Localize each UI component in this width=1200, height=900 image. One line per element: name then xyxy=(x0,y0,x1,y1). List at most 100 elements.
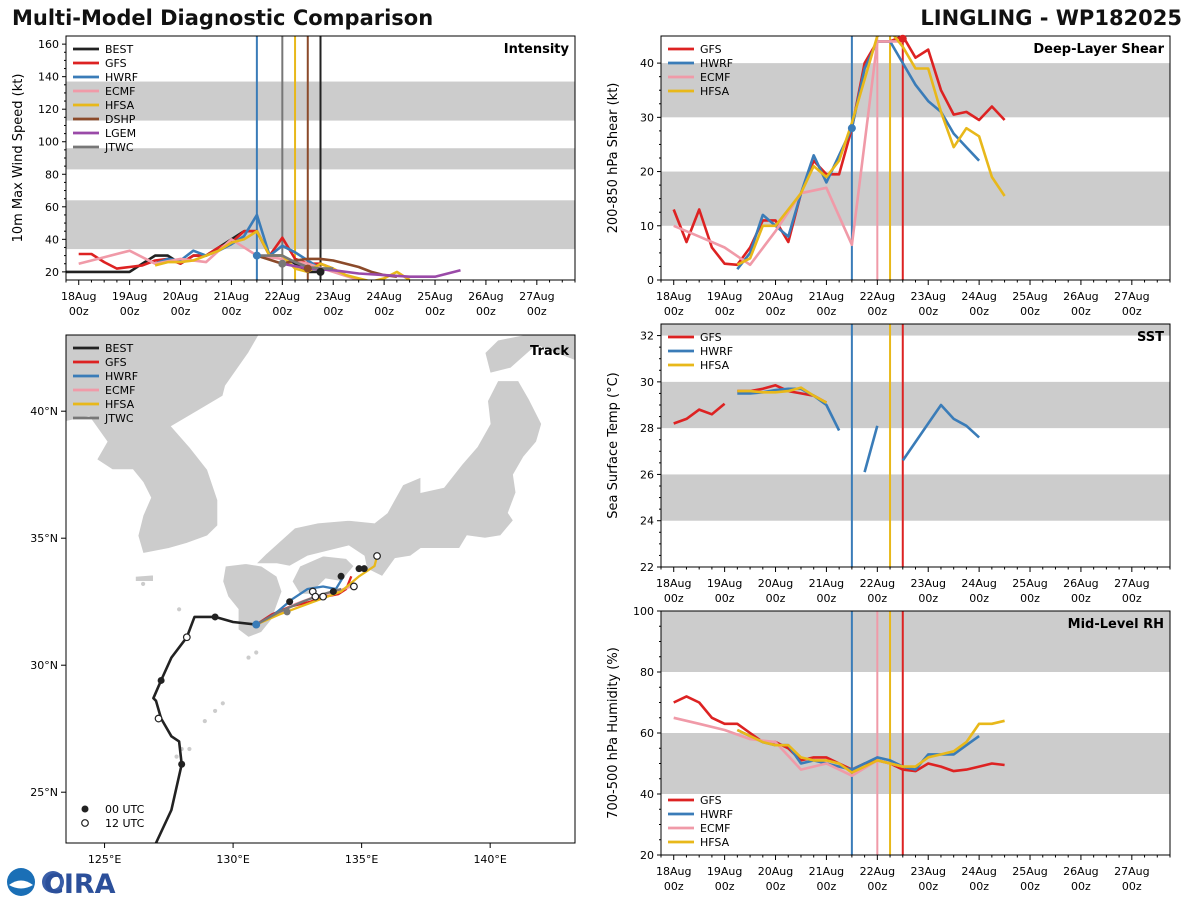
sst-xtick-day: 22Aug xyxy=(860,577,895,590)
intensity-xtick-hour: 00z xyxy=(272,305,292,318)
sst-series-group xyxy=(673,384,980,473)
shear-legend-label-hfsa: HFSA xyxy=(700,85,730,98)
shear-chart: 0 10 20 30 40 18Aug 00z 19Aug 00z 20Aug 00z 21Aug 00… xyxy=(606,34,1171,318)
rh-xtick-hour: 00z xyxy=(867,880,887,893)
track-marker-00utc xyxy=(355,565,363,573)
intensity-marker-jtwc xyxy=(278,259,287,268)
intensity-line-hwrf xyxy=(154,213,334,270)
shear-xtick-day: 24Aug xyxy=(961,290,996,303)
shear-xtick-hour: 00z xyxy=(867,305,887,318)
shear-xtick-hour: 00z xyxy=(1020,305,1040,318)
rh-xtick-hour: 00z xyxy=(1071,880,1091,893)
track-marker-00utc xyxy=(157,676,165,684)
intensity-ytick-label: 140 xyxy=(38,71,59,84)
intensity-ytick-label: 160 xyxy=(38,38,59,51)
land-honshu xyxy=(255,380,543,577)
shear-xtick-day: 21Aug xyxy=(809,290,844,303)
shear-marker-hwrf xyxy=(847,124,856,133)
intensity-marker-best xyxy=(316,267,325,276)
sst-xtick-hour: 00z xyxy=(715,592,735,605)
intensity-xtick-hour: 00z xyxy=(69,305,89,318)
shear-xtick-day: 19Aug xyxy=(707,290,742,303)
track-legend-label-jtwc: JTWC xyxy=(104,412,134,425)
sst-band-0 xyxy=(661,474,1170,521)
rh-xtick-hour: 00z xyxy=(715,880,735,893)
track-legend-label-best: BEST xyxy=(105,342,133,355)
land-group xyxy=(66,335,575,760)
sst-xtick-day: 27Aug xyxy=(1114,577,1149,590)
intensity-xtick-hour: 00z xyxy=(120,305,140,318)
shear-ytick-label: 30 xyxy=(640,111,654,124)
sst-xtick-day: 19Aug xyxy=(707,577,742,590)
land-kyushu xyxy=(222,563,283,638)
intensity-ytick-label: 100 xyxy=(38,136,59,149)
intensity-xtick-day: 20Aug xyxy=(163,290,198,303)
sst-xtick-hour: 00z xyxy=(766,592,786,605)
intensity-legend-label-hfsa: HFSA xyxy=(105,99,135,112)
rh-legend-label-hfsa: HFSA xyxy=(700,836,730,849)
rh-legend-label-ecmf: ECMF xyxy=(700,822,730,835)
land-islet xyxy=(253,649,260,656)
sst-ytick-label: 30 xyxy=(640,376,654,389)
track-marker-12utc xyxy=(311,592,320,601)
intensity-legend-label-jtwc: JTWC xyxy=(104,141,134,154)
shear-xtick-hour: 00z xyxy=(664,305,684,318)
track-legend-marker-label: 00 UTC xyxy=(105,803,145,816)
rh-xtick-hour: 00z xyxy=(664,880,684,893)
sst-ytick-label: 28 xyxy=(640,422,654,435)
track-chart: 125°E 130°E 135°E 140°E 25°N 30°N 35°N 40°N Trac… xyxy=(30,334,576,865)
intensity-legend-label-dshp: DSHP xyxy=(105,113,136,126)
sst-legend-label-hfsa: HFSA xyxy=(700,359,730,372)
track-frame xyxy=(65,334,576,844)
shear-legend-label-gfs: GFS xyxy=(700,43,722,56)
track-legend-marker-open xyxy=(81,819,89,827)
sst-xtick-day: 26Aug xyxy=(1063,577,1098,590)
rh-xtick-day: 25Aug xyxy=(1012,865,1047,878)
rh-xtick-day: 18Aug xyxy=(656,865,691,878)
shear-xtick-hour: 00z xyxy=(715,305,735,318)
track-legend-label-ecmf: ECMF xyxy=(105,384,135,397)
rh-band-0 xyxy=(661,733,1170,794)
track-marker-hwrf xyxy=(252,620,261,629)
shear-xtick-hour: 00z xyxy=(817,305,837,318)
shear-ytick-label: 20 xyxy=(640,166,654,179)
intensity-xtick-day: 19Aug xyxy=(112,290,147,303)
sst-xtick-hour: 00z xyxy=(969,592,989,605)
intensity-legend-label-ecmf: ECMF xyxy=(105,85,135,98)
sst-line-gfs xyxy=(673,402,726,425)
land-islet xyxy=(219,700,226,707)
track-marker-12utc xyxy=(154,714,163,723)
rh-band-1 xyxy=(661,611,1170,672)
shear-legend-label-ecmf: ECMF xyxy=(700,71,730,84)
land-islet xyxy=(201,718,208,724)
land-islet xyxy=(173,753,180,760)
sst-xtick-hour: 00z xyxy=(918,592,938,605)
intensity-ytick-label: 20 xyxy=(45,266,59,279)
sst-ytick-label: 26 xyxy=(640,468,654,481)
page-title: Multi-Model Diagnostic Comparison xyxy=(12,6,434,30)
intensity-xtick-hour: 00z xyxy=(171,305,191,318)
shear-marker-gfs xyxy=(898,34,907,43)
intensity-xtick-hour: 00z xyxy=(476,305,496,318)
shear-xtick-hour: 00z xyxy=(1122,305,1142,318)
sst-xtick-hour: 00z xyxy=(1122,592,1142,605)
track-marker-12utc xyxy=(350,582,358,591)
sst-line-hwrf xyxy=(737,387,841,432)
intensity-xtick-day: 24Aug xyxy=(366,290,401,303)
shear-ytick-label: 10 xyxy=(640,220,654,233)
land-korea xyxy=(66,335,260,554)
intensity-xtick-day: 27Aug xyxy=(519,290,554,303)
sst-ytick-label: 24 xyxy=(640,515,654,528)
sst-xtick-hour: 00z xyxy=(1071,592,1091,605)
intensity-xtick-day: 18Aug xyxy=(61,290,96,303)
land-islet xyxy=(212,708,219,714)
rh-chart: 20 40 60 80 100 18Aug 00z 19Aug 00z 20Aug 00z 21Aug… xyxy=(606,605,1171,893)
rh-xtick-day: 24Aug xyxy=(961,865,996,878)
track-marker-12utc xyxy=(373,552,381,560)
track-ytick-label: 25°N xyxy=(30,786,58,799)
track-marker-00utc xyxy=(337,572,345,580)
sst-xtick-day: 23Aug xyxy=(910,577,945,590)
intensity-xtick-day: 22Aug xyxy=(265,290,300,303)
land-islet xyxy=(186,746,193,752)
shear-ylabel: 200-850 hPa Shear (kt) xyxy=(606,83,621,234)
